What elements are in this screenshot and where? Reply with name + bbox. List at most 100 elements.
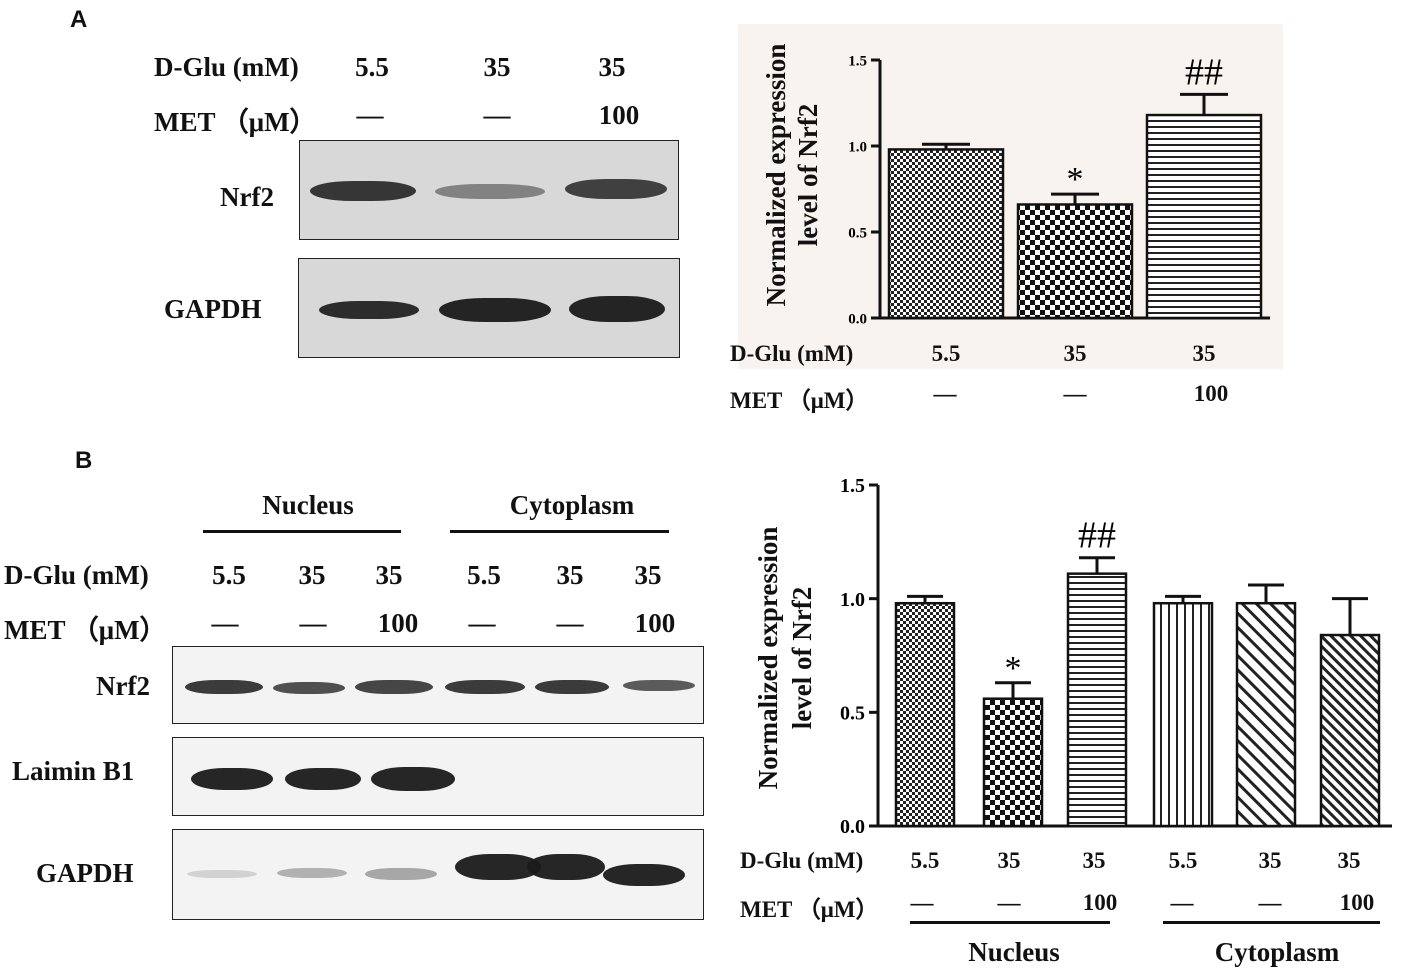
chart-b-plot: 0.0 0.5 1.0 1.5 * ## — [840, 475, 1392, 838]
band — [435, 184, 545, 199]
band — [277, 868, 347, 878]
chart-a-met-label: MET （μM） — [730, 388, 869, 413]
band — [273, 682, 345, 694]
band — [191, 768, 273, 790]
chart-b-dglu-1: 5.5 — [910, 848, 940, 873]
chart-b-bar — [1152, 601, 1214, 828]
chart-a-dglu-1: 5.5 — [931, 341, 961, 366]
chart-b-bar — [982, 697, 1044, 828]
panel-b-dglu-label: D-Glu (mM) — [4, 560, 149, 590]
panel-b-met-1: — — [211, 608, 239, 638]
band — [527, 854, 605, 880]
chart-a-significance-label: * — [1067, 161, 1084, 198]
chart-b-ylabel-line2: level of Nrf2 — [787, 586, 817, 730]
panel-b-blot-label-nrf2: Nrf2 — [96, 671, 150, 701]
chart-a-y-tick-label: 0.5 — [848, 225, 867, 241]
band — [319, 301, 419, 319]
panel-b-dglu-3: 35 — [375, 560, 403, 590]
band — [455, 854, 541, 880]
chart-b-met-6: 100 — [1339, 890, 1375, 915]
chart-b-bar — [894, 601, 956, 828]
panel-b-group-cytoplasm: Cytoplasm — [509, 490, 635, 520]
chart-b-dglu-5: 35 — [1258, 848, 1282, 873]
panel-b-dglu-6: 35 — [634, 560, 662, 590]
band — [569, 296, 665, 322]
panel-b-met-5: — — [556, 608, 584, 638]
chart-a-ylabel-line1: Normalized expression — [761, 43, 791, 307]
band — [445, 680, 525, 694]
panel-a-met-label: MET （μM） — [154, 107, 317, 137]
panel-a-dglu-3: 35 — [598, 52, 626, 82]
chart-a-ylabel-line2: level of Nrf2 — [793, 103, 823, 247]
panel-b-dglu-1: 5.5 — [212, 560, 246, 590]
panel-b-blot-label-lamin: Laimin B1 — [12, 756, 135, 786]
chart-b-nucleus-bracket — [910, 921, 1110, 924]
panel-a-blot-nrf2 — [299, 140, 679, 240]
chart-b-ylabel-line1: Normalized expression — [753, 526, 783, 790]
chart-a-bar — [1016, 203, 1134, 320]
chart-a-met-3: 100 — [1193, 381, 1229, 406]
chart-b-dglu-label: D-Glu (mM) — [740, 848, 864, 873]
band — [439, 298, 551, 322]
panel-b-met-6: 100 — [634, 608, 676, 638]
band — [535, 680, 609, 694]
chart-a-met-1: — — [933, 381, 957, 406]
chart-b-significance-label: ## — [1078, 515, 1116, 557]
chart-a-significance-label: ## — [1185, 51, 1223, 93]
panel-b-dglu-4: 5.5 — [467, 560, 501, 590]
chart-b-dglu-3: 35 — [1082, 848, 1106, 873]
panel-a-blot-gapdh — [298, 258, 680, 358]
panel-a-met-2: — — [483, 100, 511, 130]
chart-b-dglu-2: 35 — [997, 848, 1021, 873]
chart-a-dglu-3: 35 — [1192, 341, 1216, 366]
chart-a-y-tick-label: 0.0 — [848, 311, 867, 327]
panel-a-dglu-1: 5.5 — [355, 52, 389, 82]
panel-a-letter: A — [70, 6, 88, 33]
band — [565, 179, 667, 199]
panel-b-dglu-2: 35 — [298, 560, 326, 590]
chart-a-met-2: — — [1063, 381, 1087, 406]
panel-a-blot-label-gapdh: GAPDH — [164, 294, 262, 324]
chart-b-ylabel: Normalized expression level of Nrf2 — [751, 527, 819, 790]
chart-a-y-tick-label: 1.5 — [848, 53, 867, 69]
panel-b-cytoplasm-bracket — [450, 530, 669, 533]
chart-b-dglu-6: 35 — [1337, 848, 1361, 873]
panel-b-blot-label-gapdh: GAPDH — [36, 858, 134, 888]
band — [285, 768, 361, 790]
chart-b-met-5: — — [1258, 890, 1282, 915]
panel-b-blot-nrf2 — [172, 646, 704, 724]
chart-a-dglu-2: 35 — [1063, 341, 1087, 366]
chart-b-bar — [1235, 601, 1297, 828]
chart-b-met-3: 100 — [1082, 890, 1118, 915]
band — [365, 868, 437, 880]
chart-b-bar — [1319, 633, 1381, 828]
chart-b-group-cytoplasm: Cytoplasm — [1214, 937, 1340, 967]
band — [603, 864, 685, 886]
chart-b-group-nucleus: Nucleus — [968, 937, 1060, 967]
panel-a-dglu-2: 35 — [483, 52, 511, 82]
chart-a-bar — [887, 148, 1005, 320]
band — [185, 680, 263, 694]
chart-b-met-2: — — [997, 890, 1021, 915]
chart-a-y-tick-label: 1.0 — [848, 139, 867, 155]
chart-b-met-1: — — [910, 890, 934, 915]
panel-b-met-3: 100 — [377, 608, 419, 638]
chart-a-dglu-label: D-Glu (mM) — [730, 341, 854, 366]
chart-b-y-tick-label: 1.0 — [840, 589, 865, 611]
chart-b-significance-label: * — [1005, 650, 1022, 687]
panel-b-dglu-5: 35 — [556, 560, 584, 590]
panel-a-met-3: 100 — [598, 100, 640, 130]
chart-a-plot: 0.0 0.5 1.0 1.5 * ## — [848, 51, 1270, 327]
band — [623, 680, 695, 691]
panel-a-met-1: — — [356, 100, 384, 130]
panel-b-met-2: — — [299, 608, 327, 638]
chart-b-cytoplasm-bracket — [1163, 921, 1380, 924]
panel-b-met-4: — — [468, 608, 496, 638]
panel-b-nucleus-bracket — [203, 530, 401, 533]
panel-b-group-nucleus: Nucleus — [262, 490, 354, 520]
chart-b-dglu-4: 5.5 — [1168, 848, 1198, 873]
chart-b-y-tick-label: 0.0 — [840, 816, 865, 838]
chart-b-met-4: — — [1170, 890, 1194, 915]
band — [187, 870, 257, 878]
